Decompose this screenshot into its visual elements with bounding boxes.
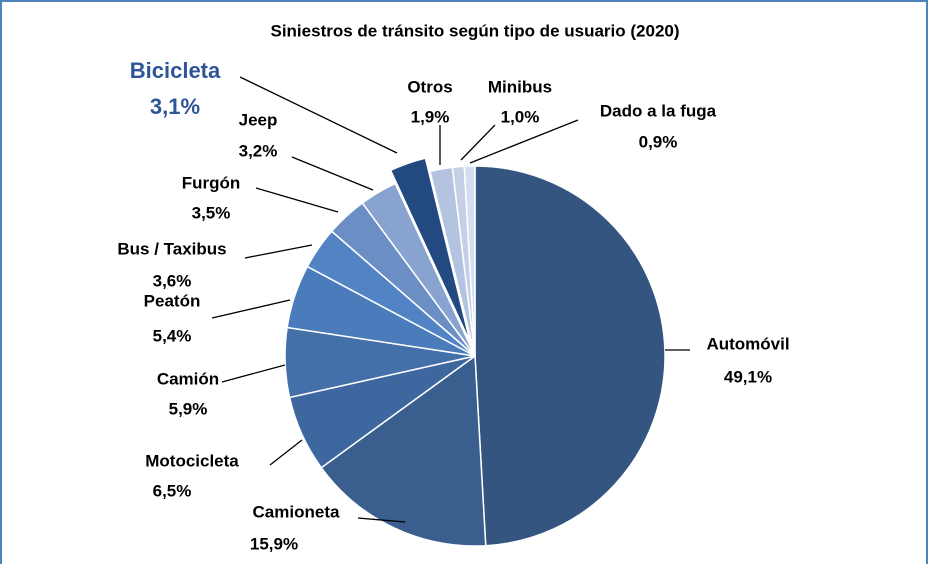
slice-label: Camioneta xyxy=(253,502,340,521)
leader-line xyxy=(469,119,579,164)
slice-value-label: 1,0% xyxy=(501,107,540,126)
chart-title: Siniestros de tránsito según tipo de usu… xyxy=(270,21,679,40)
slice-label: Jeep xyxy=(239,110,278,129)
slice-label: Automóvil xyxy=(706,334,789,353)
slice-value-label: 3,1% xyxy=(150,94,200,119)
slice-label: Minibus xyxy=(488,77,552,96)
slice-label: Bicicleta xyxy=(130,58,221,83)
leader-line xyxy=(255,187,339,213)
pie-slice xyxy=(389,157,472,344)
leader-line xyxy=(221,364,286,383)
slice-value-label: 49,1% xyxy=(724,367,772,386)
leader-line xyxy=(239,76,398,154)
pie-slice xyxy=(361,182,476,357)
slice-value-label: 3,5% xyxy=(192,203,231,222)
slice-label: Peatón xyxy=(144,291,201,310)
slice-value-label: 3,2% xyxy=(239,141,278,160)
leader-line xyxy=(291,156,374,191)
slice-label: Dado a la fuga xyxy=(600,101,717,120)
pie-slice xyxy=(474,165,666,547)
pie-slice xyxy=(320,354,487,547)
slice-value-label: 15,9% xyxy=(250,534,298,553)
leader-line xyxy=(244,244,313,259)
slice-label: Bus / Taxibus xyxy=(117,239,226,258)
slice-value-label: 1,9% xyxy=(411,107,450,126)
leader-line xyxy=(211,299,291,319)
slice-label: Otros xyxy=(407,77,452,96)
slice-value-label: 3,6% xyxy=(153,271,192,290)
slice-label: Furgón xyxy=(182,173,241,192)
leader-line xyxy=(460,124,496,161)
slice-label: Camión xyxy=(157,369,219,388)
slice-value-label: 6,5% xyxy=(153,481,192,500)
slice-value-label: 5,9% xyxy=(169,399,208,418)
slice-label: Motocicleta xyxy=(145,451,239,470)
slice-value-label: 5,4% xyxy=(153,326,192,345)
leader-line xyxy=(269,439,303,466)
leader-line xyxy=(357,517,406,523)
pie-slice xyxy=(463,165,476,357)
slice-value-label: 0,9% xyxy=(639,132,678,151)
